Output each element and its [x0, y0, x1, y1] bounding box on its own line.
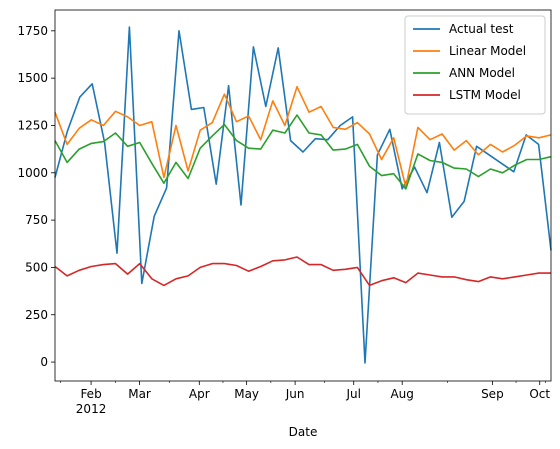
y-axis-ticks: 0 250 500 750 1000 1250 1500 1750 [17, 24, 55, 369]
y-tick-label: 750 [25, 213, 48, 227]
y-tick-label: 250 [25, 308, 48, 322]
x-axis-label: Date [289, 425, 318, 439]
x-tick-label: Aug [390, 387, 413, 401]
legend-label: Linear Model [449, 44, 526, 58]
legend-label: LSTM Model [449, 88, 521, 102]
x-tick-label: Feb [80, 387, 101, 401]
series-lines [54, 26, 552, 364]
x-tick-year-label: 2012 [76, 402, 107, 416]
x-tick-label: Jun [285, 387, 305, 401]
series-line-actual-test [54, 26, 552, 364]
y-tick-label: 500 [25, 260, 48, 274]
x-tick-label: Apr [189, 387, 210, 401]
legend-label: ANN Model [449, 66, 515, 80]
series-line-lstm-model [54, 256, 551, 287]
legend: Actual test Linear Model ANN Model LSTM Mod… [404, 15, 546, 115]
x-tick-label: May [234, 387, 259, 401]
legend-box [404, 15, 546, 115]
x-tick-label: Sep [481, 387, 504, 401]
legend-label: Actual test [449, 22, 514, 36]
x-tick-label: Oct [529, 387, 550, 401]
series-line-linear-model [54, 85, 552, 188]
plot-frame [54, 9, 552, 382]
y-tick-label: 1000 [17, 166, 48, 180]
x-tick-label: Mar [128, 387, 151, 401]
series-line-ann-model [54, 114, 552, 190]
y-tick-label: 0 [40, 355, 48, 369]
y-tick-label: 1750 [17, 24, 48, 38]
y-tick-label: 1500 [17, 71, 48, 85]
x-tick-label: Jul [345, 387, 360, 401]
y-tick-label: 1250 [17, 118, 48, 132]
